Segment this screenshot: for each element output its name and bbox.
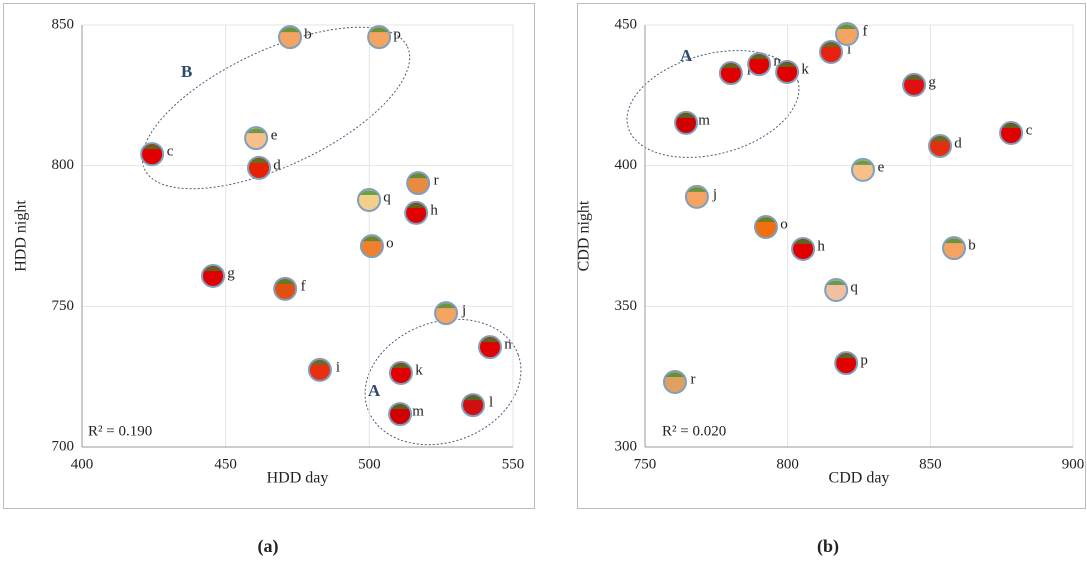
x-tick-label: 750 bbox=[634, 456, 657, 472]
point-label: o bbox=[780, 216, 788, 232]
point-label: m bbox=[412, 404, 424, 420]
point-label: d bbox=[954, 135, 962, 151]
x-axis-label: HDD day bbox=[267, 470, 329, 487]
frame bbox=[578, 4, 1086, 509]
caption: (a) bbox=[258, 536, 279, 557]
x-tick-label: 800 bbox=[776, 456, 799, 472]
point-label: q bbox=[383, 189, 391, 205]
point-label: r bbox=[434, 173, 439, 189]
x-tick-label: 900 bbox=[1062, 456, 1085, 472]
point-label: q bbox=[850, 279, 858, 295]
point-label: f bbox=[301, 278, 306, 294]
point-label: h bbox=[817, 238, 825, 254]
x-tick-label: 850 bbox=[919, 456, 942, 472]
y-tick-label: 750 bbox=[52, 298, 75, 314]
point-label: o bbox=[386, 236, 394, 252]
annotation: B bbox=[181, 62, 192, 81]
y-tick-label: 700 bbox=[52, 438, 75, 454]
point-label: b bbox=[304, 27, 312, 43]
point-label: h bbox=[430, 202, 438, 218]
point-label: j bbox=[712, 186, 717, 202]
y-axis-label: CDD night bbox=[576, 200, 593, 271]
annotation: A bbox=[368, 381, 381, 400]
x-tick-label: 550 bbox=[502, 456, 525, 472]
group-ellipse bbox=[615, 33, 811, 175]
annotation: R² = 0.020 bbox=[662, 423, 726, 439]
point-label: g bbox=[227, 265, 235, 281]
page: 700 750 800 850 400 450 500 550 HDD day HDD night… bbox=[0, 0, 1087, 568]
point-label: f bbox=[863, 23, 868, 39]
frame bbox=[4, 4, 535, 509]
point-label: p bbox=[393, 27, 401, 43]
point-label: e bbox=[271, 128, 278, 144]
y-axis-label: HDD night bbox=[13, 200, 30, 272]
point-label: r bbox=[690, 371, 695, 387]
point-label: p bbox=[860, 353, 868, 369]
point-label: k bbox=[801, 61, 809, 77]
x-tick-label: 450 bbox=[214, 456, 237, 472]
x-tick-label: 400 bbox=[71, 456, 94, 472]
point-label: c bbox=[167, 144, 174, 160]
point-label: i bbox=[336, 359, 340, 375]
figure: 700 750 800 850 400 450 500 550 HDD day HDD night… bbox=[0, 0, 1087, 563]
point-label: d bbox=[273, 157, 281, 173]
point-label: j bbox=[461, 303, 466, 319]
y-tick-label: 300 bbox=[615, 438, 638, 454]
x-tick-label: 500 bbox=[358, 456, 381, 472]
point-label: k bbox=[415, 362, 423, 378]
y-tick-label: 350 bbox=[615, 298, 638, 314]
x-axis-label: CDD day bbox=[829, 470, 890, 487]
y-tick-label: 800 bbox=[52, 157, 75, 173]
point-label: e bbox=[878, 159, 885, 175]
point-label: n bbox=[504, 337, 512, 353]
annotation: R² = 0.190 bbox=[88, 423, 152, 439]
point-label: m bbox=[698, 112, 710, 128]
y-tick-label: 850 bbox=[52, 16, 75, 32]
point-label: g bbox=[928, 74, 936, 90]
point-label: c bbox=[1026, 122, 1033, 138]
y-tick-label: 400 bbox=[615, 157, 638, 173]
caption: (b) bbox=[817, 536, 839, 557]
y-tick-label: 450 bbox=[615, 16, 638, 32]
point-label: b bbox=[968, 238, 976, 254]
annotation: A bbox=[680, 46, 693, 65]
point-label: l bbox=[489, 395, 493, 411]
